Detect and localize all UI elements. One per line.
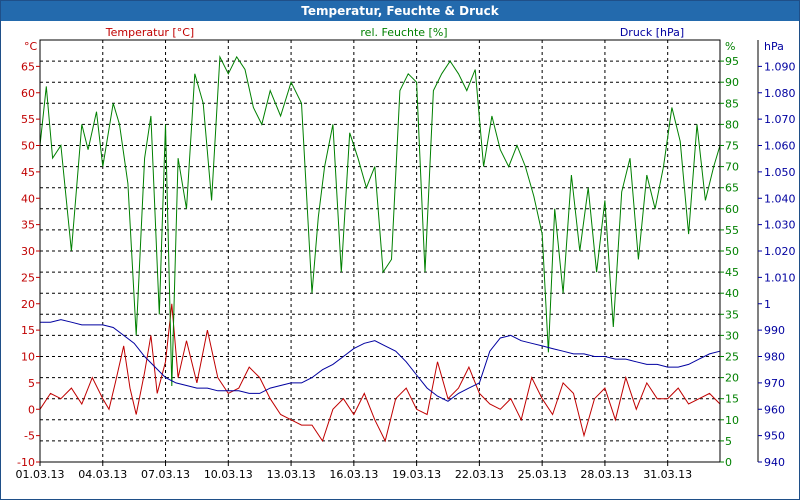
x-tick-label: 16.03.13 <box>329 468 378 481</box>
temp-axis-title: Temperatur [°C] <box>105 26 194 39</box>
hum-tick-label: 15 <box>725 393 739 406</box>
hum-tick-label: 75 <box>725 140 739 153</box>
temp-tick-label: 65 <box>21 60 35 73</box>
press-unit-label: hPa <box>764 40 784 53</box>
x-tick-label: 10.03.13 <box>204 468 253 481</box>
press-tick-label: 1.080 <box>764 87 796 100</box>
series-group <box>39 54 721 443</box>
temp-tick-label: 50 <box>21 140 35 153</box>
hum-tick-label: 85 <box>725 97 739 110</box>
temp-tick-label: 30 <box>21 245 35 258</box>
hum-tick-label: 95 <box>725 55 739 68</box>
axes: -10 -5 0 5 10 15 20 25 30 35 40 45 50 55 60 65 0 5 10 15 20 2… <box>16 39 796 481</box>
press-tick-label: 1.020 <box>764 245 796 258</box>
hum-tick-label: 45 <box>725 266 739 279</box>
temp-tick-label: 15 <box>21 324 35 337</box>
temp-tick-label: 60 <box>21 87 35 100</box>
series-line-temp <box>39 303 721 443</box>
x-tick-label: 28.03.13 <box>580 468 629 481</box>
hum-tick-label: 10 <box>725 414 739 427</box>
hum-tick-label: 40 <box>725 287 739 300</box>
x-tick-label: 07.03.13 <box>141 468 190 481</box>
press-tick-label: 1.090 <box>764 60 796 73</box>
hum-axis-title: rel. Feuchte [%] <box>360 26 447 39</box>
x-tick-label: 13.03.13 <box>267 468 316 481</box>
hum-tick-label: 90 <box>725 76 739 89</box>
hum-tick-label: 55 <box>725 224 739 237</box>
hum-tick-label: 70 <box>725 161 739 174</box>
press-tick-label: 980 <box>764 351 785 364</box>
x-tick-label: 01.03.13 <box>16 468 65 481</box>
hum-tick-label: 35 <box>725 308 739 321</box>
series-line-hum <box>39 54 721 387</box>
hum-tick-label: 60 <box>725 203 739 216</box>
x-tick-label: 31.03.13 <box>643 468 692 481</box>
temp-tick-label: 40 <box>21 192 35 205</box>
press-tick-label: 990 <box>764 324 785 337</box>
press-tick-label: 1 <box>764 298 771 311</box>
press-tick-label: 1.060 <box>764 140 796 153</box>
press-axis-title: Druck [hPa] <box>620 26 684 39</box>
series-line-press <box>40 319 721 402</box>
temp-tick-label: 35 <box>21 219 35 232</box>
press-tick-label: 1.010 <box>764 271 796 284</box>
window-title: Temperatur, Feuchte & Druck <box>1 1 799 21</box>
x-tick-label: 22.03.13 <box>455 468 504 481</box>
hum-unit-label: % <box>725 40 735 53</box>
press-tick-label: 960 <box>764 403 785 416</box>
temp-tick-label: 55 <box>21 113 35 126</box>
press-tick-label: 940 <box>764 456 785 469</box>
temp-tick-label: 45 <box>21 166 35 179</box>
press-tick-label: 970 <box>764 377 785 390</box>
hum-tick-label: 5 <box>725 435 732 448</box>
temp-tick-label: -10 <box>17 456 35 469</box>
hum-tick-label: 25 <box>725 351 739 364</box>
hum-tick-label: 80 <box>725 118 739 131</box>
press-tick-label: 1.030 <box>764 219 796 232</box>
temp-tick-label: 10 <box>21 351 35 364</box>
x-tick-label: 19.03.13 <box>392 468 441 481</box>
hum-tick-label: 50 <box>725 245 739 258</box>
temp-tick-label: 25 <box>21 271 35 284</box>
x-tick-label: 25.03.13 <box>518 468 567 481</box>
press-tick-label: 1.050 <box>764 166 796 179</box>
press-tick-label: 950 <box>764 430 785 443</box>
hum-tick-label: 0 <box>725 456 732 469</box>
hum-tick-label: 20 <box>725 372 739 385</box>
hum-tick-label: 65 <box>725 182 739 195</box>
press-tick-label: 1.040 <box>764 192 796 205</box>
press-tick-label: 1.070 <box>764 113 796 126</box>
temp-unit-label: °C <box>24 40 38 53</box>
temp-tick-label: 5 <box>28 377 35 390</box>
temp-tick-label: 0 <box>28 403 35 416</box>
x-tick-label: 04.03.13 <box>78 468 127 481</box>
hum-tick-label: 30 <box>725 329 739 342</box>
temp-tick-label: 20 <box>21 298 35 311</box>
temp-tick-label: -5 <box>24 430 35 443</box>
